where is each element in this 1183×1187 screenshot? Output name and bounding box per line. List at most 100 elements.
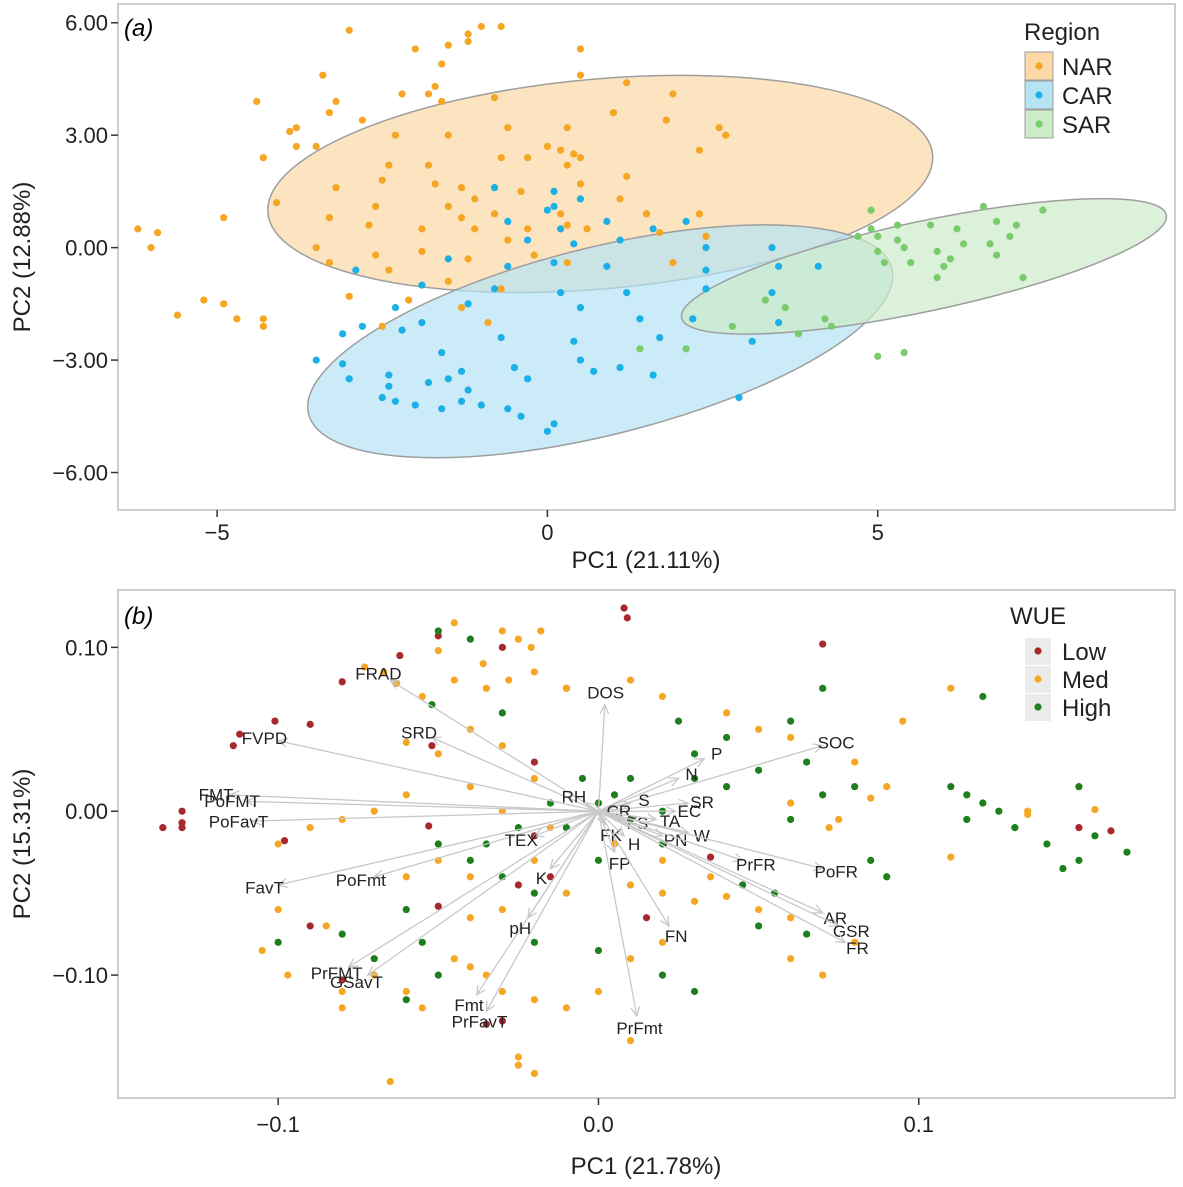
loading-label: RH	[562, 788, 587, 807]
x-tick-label: 0.1	[903, 1112, 934, 1137]
point-wue-med	[258, 946, 266, 955]
point-car	[702, 266, 710, 274]
point-sar	[682, 345, 690, 353]
point-car	[457, 397, 466, 405]
point-wue-med	[466, 783, 474, 791]
point-nar	[576, 45, 585, 53]
point-nar	[431, 82, 439, 91]
point-wue-low	[178, 807, 186, 815]
loading-arrow-head	[388, 679, 401, 689]
point-nar	[583, 225, 591, 233]
loading-n: N	[598, 765, 698, 812]
point-nar	[623, 172, 631, 181]
point-wue-med	[402, 791, 410, 799]
point-wue-med	[284, 971, 292, 979]
y-tick-label: −6.00	[52, 461, 108, 486]
point-nar	[372, 251, 380, 259]
point-nar	[523, 154, 532, 162]
loading-arrow-head	[812, 861, 825, 872]
point-car	[339, 330, 347, 338]
point-wue-med	[418, 1004, 426, 1012]
loading-arrow-shaft	[598, 810, 839, 927]
point-wue-med	[479, 660, 487, 668]
point-wue-med	[851, 758, 859, 766]
point-wue-high	[610, 791, 619, 799]
loading-arrow-shaft	[585, 802, 599, 812]
loading-dos: DOS	[587, 684, 624, 812]
point-wue-med	[466, 914, 474, 922]
legend-dot-med	[1034, 675, 1042, 683]
point-nar	[504, 236, 512, 244]
point-nar	[332, 97, 340, 106]
panel-a-ellipses	[267, 74, 1168, 459]
point-wue-med	[755, 905, 763, 914]
point-nar	[385, 161, 393, 169]
point-nar	[497, 285, 505, 293]
point-sar	[728, 322, 736, 330]
point-wue-low	[498, 1017, 506, 1025]
point-wue-high	[963, 815, 971, 824]
point-sar	[1012, 221, 1021, 229]
y-tick-label: −3.00	[52, 348, 108, 373]
x-tick-label: 0.0	[583, 1112, 614, 1137]
point-nar	[576, 154, 585, 162]
point-nar	[345, 292, 353, 300]
point-wue-med	[380, 668, 388, 676]
point-wue-med	[722, 709, 731, 717]
loading-arrow-head	[614, 826, 626, 837]
point-wue-high	[819, 791, 827, 799]
point-sar	[636, 345, 644, 353]
point-wue-med	[514, 1053, 522, 1061]
loading-k: K	[536, 810, 599, 888]
y-tick-label: 0.00	[65, 236, 108, 261]
point-wue-low	[514, 881, 522, 889]
loading-arrow-shaft	[598, 810, 823, 914]
point-nar	[220, 300, 228, 308]
point-wue-med	[787, 955, 795, 963]
point-wue-high	[370, 955, 378, 963]
point-nar	[695, 146, 703, 154]
loading-arrow-shaft	[597, 811, 638, 1017]
loading-arrow-shaft	[597, 810, 616, 853]
loading-arrow-shaft	[598, 810, 823, 870]
point-wue-med	[498, 807, 506, 815]
panel-a-label: (a)	[124, 15, 153, 42]
point-wue-med	[626, 676, 635, 684]
point-wue-med	[722, 892, 731, 901]
point-nar	[405, 296, 413, 304]
point-wue-med	[825, 824, 833, 832]
point-wue-med	[434, 750, 442, 758]
point-nar	[669, 90, 677, 98]
loading-arrow-head	[366, 966, 378, 976]
point-car	[444, 255, 452, 263]
point-wue-high	[690, 750, 699, 758]
loading-arrow-head	[347, 958, 359, 968]
loading-label: PoFmt	[336, 871, 386, 890]
panel-b-label: (b)	[124, 603, 153, 630]
point-sar	[986, 240, 994, 248]
point-wue-low	[271, 717, 279, 725]
loading-arrow-head	[668, 777, 680, 787]
point-wue-med	[370, 807, 378, 815]
point-car	[411, 401, 419, 409]
panel-a-y-axis-title: PC2 (12.88%)	[9, 182, 36, 333]
loading-arrow-head	[666, 806, 677, 817]
point-nar	[623, 79, 631, 87]
loading-label: GSavT	[330, 973, 383, 992]
loading-label: PoFavT	[209, 812, 269, 831]
loading-fp: FP	[597, 810, 630, 873]
point-wue-med	[787, 799, 795, 807]
loading-arrow-shaft	[598, 810, 625, 837]
point-sar	[874, 352, 882, 360]
point-car	[768, 244, 776, 252]
loading-arrow-head	[549, 858, 560, 870]
point-wue-med	[626, 881, 635, 889]
point-car	[438, 405, 446, 413]
point-nar	[220, 214, 228, 222]
loading-arrow-head	[276, 737, 289, 748]
loading-arrow-shaft	[431, 736, 599, 812]
point-sar	[900, 348, 908, 357]
point-nar	[444, 277, 452, 285]
point-nar	[253, 97, 261, 106]
